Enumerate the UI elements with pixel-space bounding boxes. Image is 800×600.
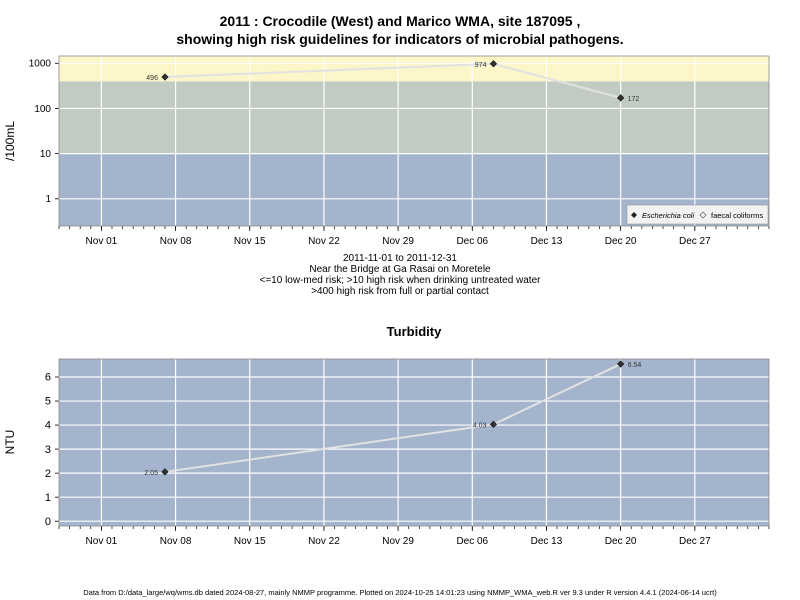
data-point (161, 73, 169, 81)
data-label: 496 (146, 75, 158, 82)
y-tick-label: 1 (45, 492, 51, 504)
legend-label-faecal: faecal coliforms (711, 211, 763, 220)
data-label: 4.03 (473, 422, 487, 429)
y-axis-label: /100mL (3, 121, 17, 161)
x-tick-label: Nov 15 (234, 536, 266, 547)
y-tick-label: 3 (45, 444, 51, 456)
plot-background (59, 359, 769, 526)
drinking-risk-text: <=10 low-med risk; >10 high risk when dr… (259, 275, 541, 286)
data-label: 974 (475, 62, 487, 69)
y-tick-label: 4 (45, 420, 51, 432)
data-point (489, 60, 498, 68)
y-tick-label: 1 (45, 194, 51, 205)
data-label: 2.05 (144, 470, 158, 477)
legend-marker-faecal (699, 211, 707, 219)
x-tick-label: Nov 22 (308, 536, 340, 547)
y-tick-label: 100 (34, 104, 51, 115)
data-label: 172 (628, 96, 640, 103)
y-axis-label: NTU (3, 430, 17, 455)
turbidity-title: Turbidity (387, 324, 442, 339)
x-tick-label: Dec 06 (456, 236, 488, 247)
turbidity-panel: Turbidity Nov 01 Nov 08 Nov 15 Nov 22 Nov 29 D… (3, 324, 770, 547)
x-tick-label: Nov 08 (160, 236, 192, 247)
plot-frame (58, 55, 770, 227)
x-tick-label: Dec 20 (605, 536, 637, 547)
footer-note: Data from D:/data_large/wq/wms.db dated … (83, 588, 717, 597)
data-point (161, 468, 169, 476)
x-tick-label: Nov 01 (86, 236, 118, 247)
x-tick-label: Nov 15 (234, 236, 266, 247)
data-point (617, 360, 625, 368)
data-point (617, 94, 625, 102)
x-tick-label: Dec 06 (456, 536, 488, 547)
x-tick-label: Dec 20 (605, 236, 637, 247)
x-tick-label: Nov 29 (382, 536, 414, 547)
x-tick-label: Dec 13 (531, 536, 563, 547)
x-tick-label: Dec 27 (679, 236, 711, 247)
date-range-text: 2011-11-01 to 2011-12-31 (343, 253, 457, 264)
risk-band (59, 81, 769, 154)
x-tick-label: Dec 27 (679, 536, 711, 547)
microbial-panel: Nov 01 Nov 08 Nov 15 Nov 22 Nov 29 Dec 06 Dec … (3, 55, 770, 247)
x-tick-label: Dec 13 (531, 236, 563, 247)
x-tick-label: Nov 01 (86, 536, 118, 547)
x-tick-label: Nov 29 (382, 236, 414, 247)
y-tick-label: 1000 (29, 59, 52, 70)
chart-title-line2: showing high risk guidelines for indicat… (176, 31, 624, 47)
chart-title-line1: 2011 : Crocodile (West) and Marico WMA, … (219, 13, 581, 29)
legend: Escherichia coli faecal coliforms (626, 204, 769, 225)
data-label: 6.54 (628, 362, 642, 369)
contact-risk-text: >400 high risk from full or partial cont… (311, 286, 489, 297)
legend-box (626, 204, 769, 225)
y-tick-label: 10 (40, 149, 52, 160)
y-tick-label: 2 (45, 468, 51, 480)
y-tick-label: 6 (45, 372, 51, 384)
y-tick-label: 0 (45, 516, 51, 528)
x-tick-label: Nov 08 (160, 536, 192, 547)
plot-frame (58, 358, 770, 527)
site-description-text: Near the Bridge at Ga Rasai on Moretele (309, 264, 491, 275)
x-tick-label: Nov 22 (308, 236, 340, 247)
legend-label-ecoli: Escherichia coli (642, 211, 694, 220)
y-tick-label: 5 (45, 396, 51, 408)
legend-marker-ecoli (631, 212, 637, 218)
data-point (489, 420, 498, 428)
